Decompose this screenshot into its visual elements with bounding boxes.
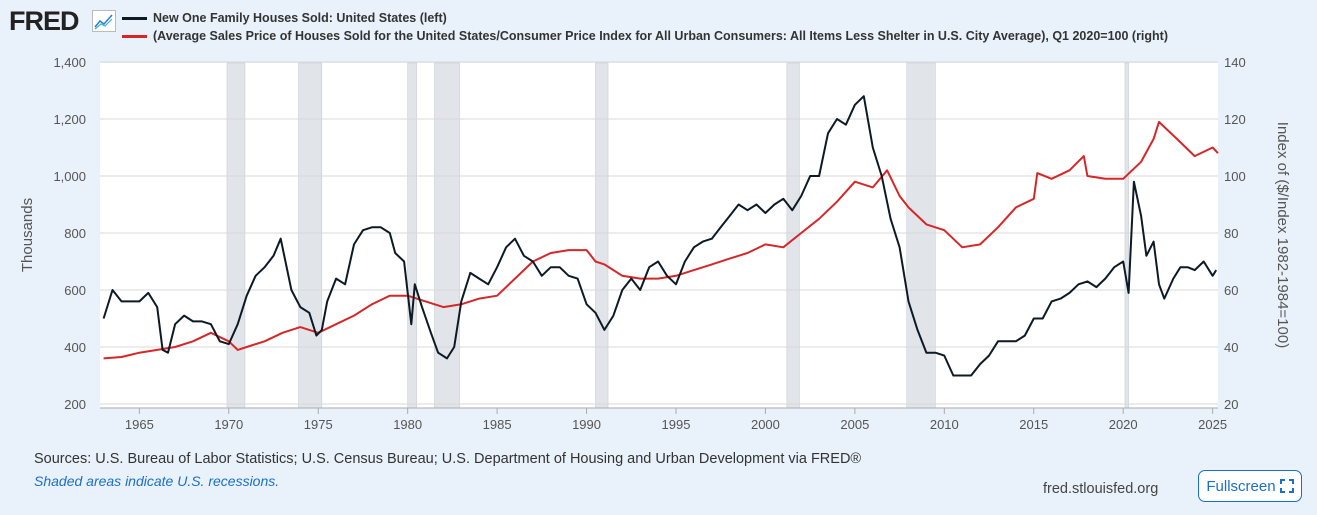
legend-swatch	[122, 16, 147, 20]
left-tick-label: 400	[64, 340, 86, 355]
x-tick-label: 2025	[1198, 417, 1227, 432]
fullscreen-icon	[1279, 479, 1294, 493]
right-axis-label: Index of ($/Index 1982-1984=100)	[1274, 122, 1291, 348]
legend-swatch	[122, 34, 147, 38]
left-tick-label: 1,000	[53, 169, 86, 184]
legend-item-right: (Average Sales Price of Houses Sold for …	[122, 29, 1168, 43]
right-tick-label: 80	[1224, 226, 1238, 241]
right-tick-label: 100	[1224, 169, 1246, 184]
right-tick-label: 60	[1224, 283, 1238, 298]
left-tick-label: 1,200	[53, 112, 86, 127]
fullscreen-label: Fullscreen	[1206, 477, 1276, 495]
right-tick-label: 40	[1224, 340, 1238, 355]
recession-band	[595, 62, 609, 409]
chart: 200 400 600 800 1,000 1,200 1,400 20 40 60 80 100 12…	[19, 55, 1291, 432]
x-tick-label: 1975	[304, 417, 333, 432]
right-tick-label: 20	[1224, 397, 1238, 412]
legend-label: (Average Sales Price of Houses Sold for …	[153, 29, 1168, 43]
left-tick-label: 800	[64, 226, 86, 241]
legend-label: New One Family Houses Sold: United State…	[153, 11, 447, 25]
left-tick-label: 600	[64, 283, 86, 298]
plot-area	[100, 63, 1218, 408]
x-tick-label: 2020	[1109, 417, 1138, 432]
line-chart-icon	[92, 10, 116, 32]
left-tick-label: 200	[64, 397, 86, 412]
x-tick-label: 2000	[751, 417, 780, 432]
right-tick-label: 120	[1224, 112, 1246, 127]
recession-band	[434, 62, 460, 409]
x-tick-label: 1995	[662, 417, 691, 432]
site-link[interactable]: fred.stlouisfed.org	[1043, 481, 1159, 497]
x-tick-label: 1985	[483, 417, 512, 432]
fred-logo[interactable]: FRED	[9, 6, 79, 36]
sources-text: Sources: U.S. Bureau of Labor Statistics…	[34, 451, 862, 467]
series-line-houses-sold	[102, 95, 1218, 377]
legend-item-left: New One Family Houses Sold: United State…	[122, 11, 447, 25]
left-axis-label: Thousands	[19, 198, 36, 272]
x-tick-label: 2015	[1019, 417, 1048, 432]
recession-note: Shaded areas indicate U.S. recessions.	[34, 473, 280, 489]
series-line-price-index	[103, 120, 1219, 360]
fullscreen-button[interactable]: Fullscreen	[1198, 470, 1302, 502]
x-tick-label: 2010	[930, 417, 959, 432]
recession-band	[226, 62, 246, 409]
recession-band	[298, 62, 323, 409]
x-tick-label: 1965	[125, 417, 154, 432]
left-tick-label: 1,400	[53, 55, 86, 70]
x-tick-label: 2005	[840, 417, 869, 432]
recession-band	[407, 62, 417, 409]
x-tick-label: 1990	[572, 417, 601, 432]
recession-band	[1124, 62, 1129, 409]
recession-band	[906, 62, 936, 409]
x-tick-label: 1970	[214, 417, 243, 432]
right-tick-label: 140	[1224, 55, 1246, 70]
x-tick-label: 1980	[393, 417, 422, 432]
